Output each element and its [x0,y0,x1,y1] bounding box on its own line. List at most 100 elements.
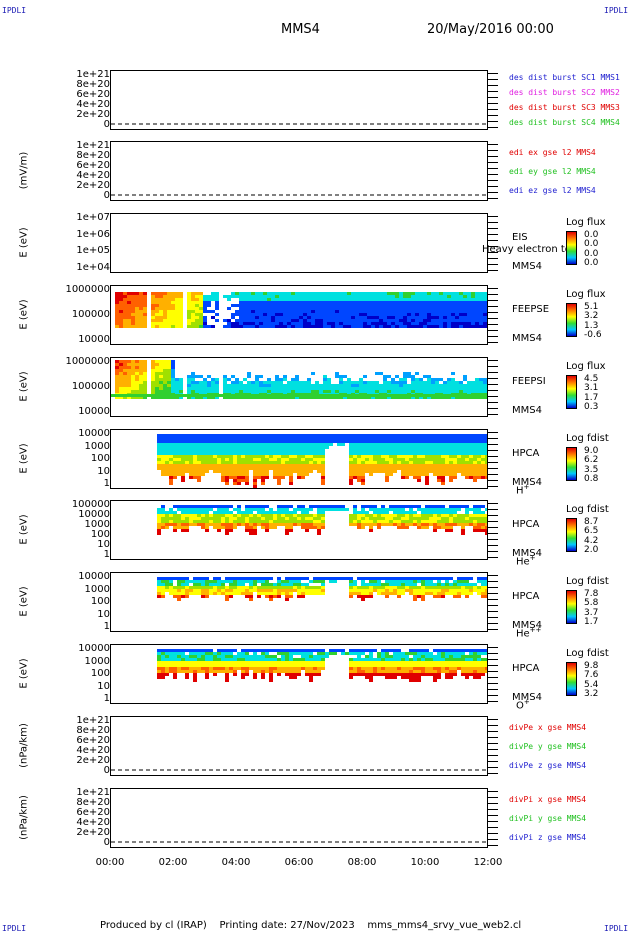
spectrogram-cell [155,378,159,381]
spectrogram-cell [469,583,473,586]
spectrogram-cell [221,452,225,455]
spectrogram-cell [269,673,273,676]
right-tick-mark [488,366,498,367]
spectrogram-cell [423,322,427,325]
spectrogram-cell [203,394,207,397]
spectrogram-cell [229,511,233,514]
y-tick-label: 100000 [71,381,110,392]
spectrogram-cell [245,455,249,458]
spectrogram-cell [233,589,237,592]
spectrogram-cell [201,470,205,473]
spectrogram-cell [155,295,159,298]
spectrogram-cell [191,378,195,381]
spectrogram-cell [385,661,389,664]
spectrogram-cell [157,452,161,455]
spectrogram-cell [239,313,243,316]
spectrogram-cell [409,467,413,470]
spectrogram-cell [449,523,453,526]
spectrogram-cell [305,652,309,655]
spectrogram-cell [353,440,357,443]
spectrogram-cell [225,458,229,461]
spectrogram-cell [179,313,183,316]
spectrogram-cell [177,446,181,449]
spectrogram-cell [317,523,321,526]
spectrogram-cell [405,586,409,589]
spectrogram-cell [239,301,243,304]
spectrogram-cell [471,394,475,397]
spectrogram-cell [165,449,169,452]
spectrogram-cell [161,434,165,437]
spectrogram-cell [459,316,463,319]
spectrogram-cell [277,589,281,592]
spectrogram-cell [303,292,307,295]
spectrogram-cell [161,473,165,476]
spectrogram-cell [401,437,405,440]
spectrogram-cell [253,658,257,661]
spectrogram-cell [381,649,385,652]
spectrogram-cell [297,467,301,470]
spectrogram-cell [481,464,485,467]
spectrogram-cell [461,661,465,664]
spectrogram-cell [173,670,177,673]
spectrogram-cell [163,381,167,384]
spectrogram-cell [453,517,457,520]
spectrogram-cell [441,479,445,482]
y-tick-label: 4e+20 [76,745,110,756]
spectrogram-cell [157,658,161,661]
spectrogram-cell [123,301,127,304]
spectrogram-cell [353,523,357,526]
spectrogram-cell [301,589,305,592]
spectrogram-cell [221,508,225,511]
spectrogram-cell [197,461,201,464]
spectrogram-cell [171,360,175,363]
spectrogram-cell [321,652,325,655]
spectrogram-cell [281,586,285,589]
spectrogram-cell [269,586,273,589]
right-tick-mark [488,509,498,510]
spectrogram-cell [301,658,305,661]
spectrogram-cell [413,449,417,452]
spectrogram-cell [395,381,399,384]
spectrogram-cell [477,577,481,580]
spectrogram-cell [253,470,257,473]
spectrogram-cell [257,505,261,508]
spectrogram-cell [407,372,411,375]
spectrogram-cell [303,310,307,313]
spectrogram-cell [349,437,353,440]
spectrogram-cell [453,664,457,667]
spectrogram-cell [463,292,467,295]
spectrogram-cell [389,437,393,440]
spectrogram-cell [255,387,259,390]
spectrogram-cell [247,384,251,387]
spectrogram-cell [457,661,461,664]
spectrogram-cell [393,511,397,514]
plot-area [115,292,487,328]
spectrogram-cell [187,292,191,295]
spectrogram-cell [275,313,279,316]
spectrogram-cell [165,664,169,667]
spectrogram-cell [217,434,221,437]
spectrogram-cell [339,396,343,399]
spectrogram-cell [229,446,233,449]
spectrogram-cell [447,378,451,381]
spectrogram-cell [439,384,443,387]
spectrogram-cell [365,589,369,592]
legend-entry: des dist burst SC1 MMS1 [509,73,620,82]
spectrogram-cell [277,467,281,470]
spectrogram-cell [261,655,265,658]
spectrogram-cell [241,676,245,679]
spectrogram-cell [237,508,241,511]
spectrogram-cell [305,517,309,520]
spectrogram-cell [393,592,397,595]
spectrogram-cell [473,511,477,514]
spectrogram-cell [207,295,211,298]
spectrogram-cell [387,304,391,307]
spectrogram-cell [267,316,271,319]
spectrogram-cell [369,452,373,455]
spectrogram-cell [237,580,241,583]
spectrogram-cell [285,667,289,670]
ion-species-label: H+ [516,483,529,496]
spectrogram-cell [379,304,383,307]
spectrogram-cell [115,325,119,328]
spectrogram-cell [313,526,317,529]
